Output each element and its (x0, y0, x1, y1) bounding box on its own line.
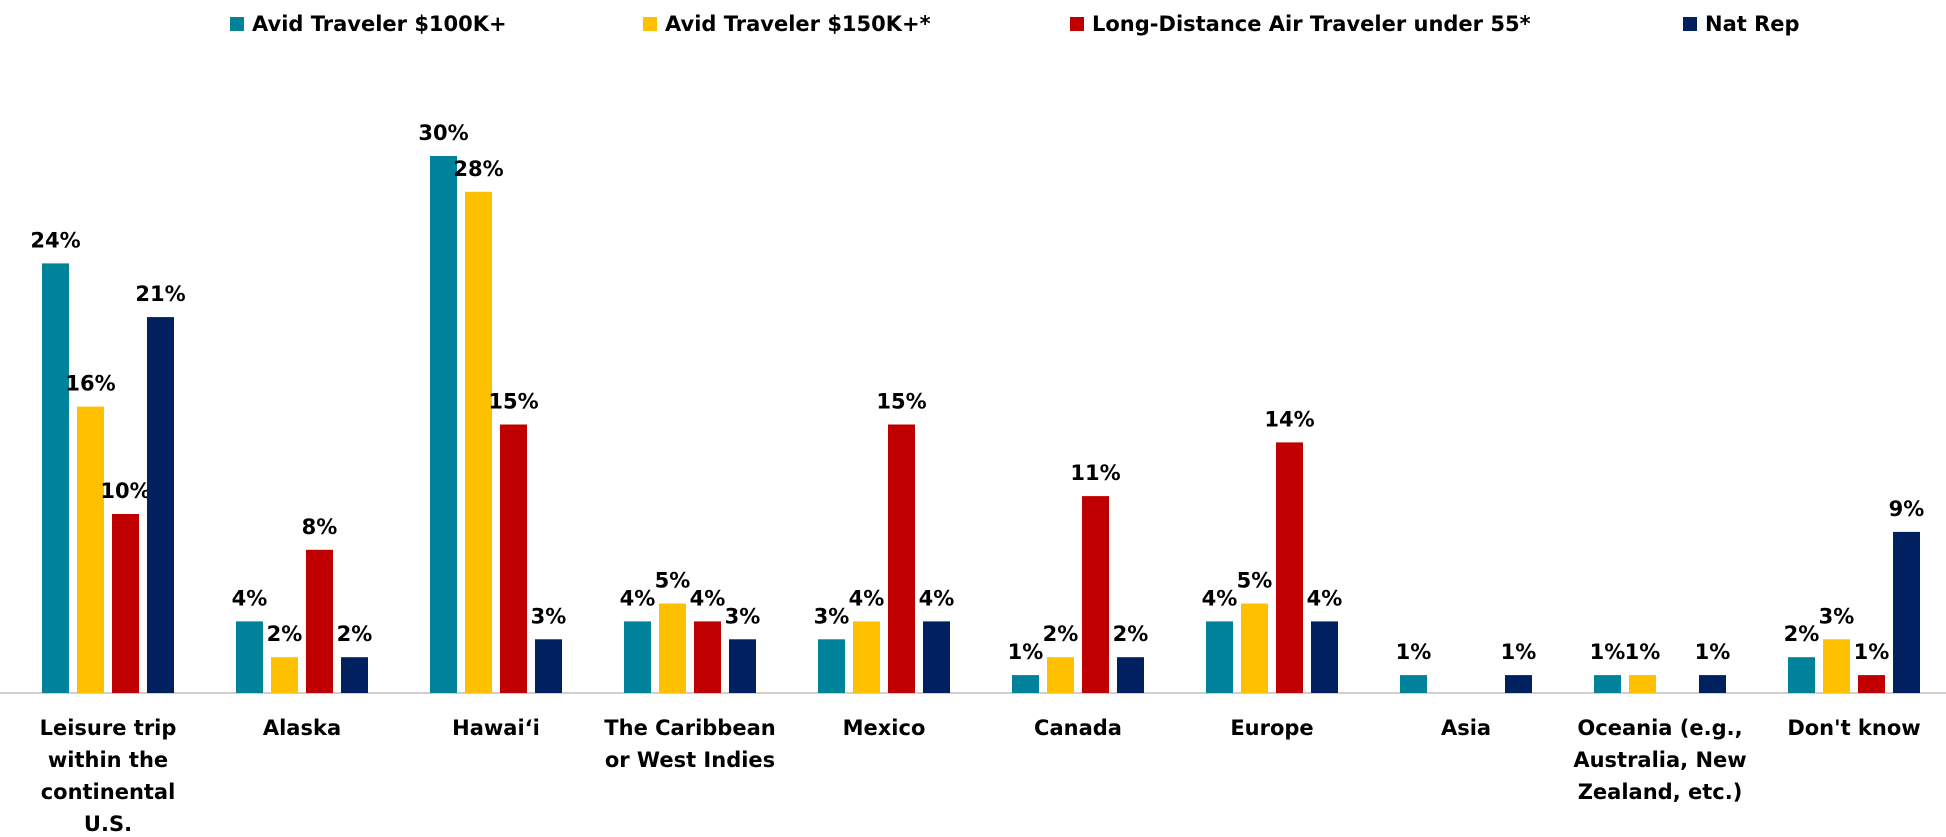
bar (1699, 675, 1726, 693)
legend-swatch (1070, 17, 1084, 31)
data-label: 1% (1625, 640, 1661, 664)
data-label: 2% (337, 622, 373, 646)
bar (306, 549, 333, 693)
data-label: 10% (100, 479, 150, 503)
data-label: 5% (655, 569, 691, 593)
bar (271, 657, 298, 693)
bar (500, 424, 527, 693)
bar (729, 639, 756, 693)
bar (236, 621, 263, 693)
bar (923, 621, 950, 693)
data-label: 28% (453, 157, 503, 181)
x-tick-label: Oceania (e.g., Australia, New Zealand, e… (1573, 716, 1747, 804)
x-tick-label: Don't know (1787, 716, 1921, 740)
bar (112, 514, 139, 693)
bar (1241, 603, 1268, 693)
bar (1311, 621, 1338, 693)
data-label: 4% (620, 586, 656, 610)
x-tick-label: Canada (1034, 716, 1122, 740)
bar (1047, 657, 1074, 693)
data-label: 14% (1264, 407, 1314, 431)
data-label: 4% (690, 586, 726, 610)
data-label: 11% (1070, 461, 1120, 485)
legend-swatch (643, 17, 657, 31)
data-label: 30% (418, 121, 468, 145)
data-label: 1% (1008, 640, 1044, 664)
data-label: 3% (1819, 604, 1855, 628)
x-tick-label: Europe (1230, 716, 1314, 740)
data-label: 2% (1043, 622, 1079, 646)
bar (1082, 496, 1109, 693)
data-label: 15% (876, 390, 926, 414)
data-label: 3% (725, 604, 761, 628)
bar (465, 191, 492, 694)
x-tick-label: Hawai‘i (452, 716, 540, 740)
x-tick-label: Asia (1440, 716, 1492, 740)
data-label: 4% (919, 586, 955, 610)
data-label: 2% (1784, 622, 1820, 646)
data-label: 1% (1854, 640, 1890, 664)
data-label: 5% (1237, 569, 1273, 593)
data-label: 4% (849, 586, 885, 610)
bar (1400, 675, 1427, 693)
legend-swatch (230, 17, 244, 31)
data-label: 8% (302, 515, 338, 539)
x-tick-label: Mexico (842, 716, 926, 740)
bar (659, 603, 686, 693)
bar (624, 621, 651, 693)
bar (1012, 675, 1039, 693)
data-label: 1% (1396, 640, 1432, 664)
legend-label: Nat Rep (1705, 12, 1800, 36)
data-label: 21% (135, 282, 185, 306)
data-label: 24% (30, 228, 80, 252)
bar (1629, 675, 1656, 693)
legend-label: Avid Traveler $100K+ (252, 12, 507, 36)
data-label: 2% (267, 622, 303, 646)
bar (1893, 531, 1920, 693)
bar (42, 263, 69, 693)
data-label: 1% (1590, 640, 1626, 664)
legend-label: Avid Traveler $150K+* (665, 12, 931, 36)
bar (853, 621, 880, 693)
bar (430, 156, 457, 693)
data-label: 16% (65, 372, 115, 396)
data-label: 9% (1889, 497, 1925, 521)
bar (535, 639, 562, 693)
bar (1505, 675, 1532, 693)
data-label: 3% (531, 604, 567, 628)
bar (1206, 621, 1233, 693)
x-tick-label: The Caribbean or West Indies (604, 716, 776, 772)
bar (147, 317, 174, 693)
bar (888, 424, 915, 693)
data-label: 4% (1307, 586, 1343, 610)
bar (341, 657, 368, 693)
data-label: 2% (1113, 622, 1149, 646)
data-label: 15% (488, 390, 538, 414)
data-label: 4% (232, 586, 268, 610)
legend-swatch (1683, 17, 1697, 31)
bar (1858, 675, 1885, 693)
bar (1594, 675, 1621, 693)
data-label: 4% (1202, 586, 1238, 610)
bar (1117, 657, 1144, 693)
data-label: 3% (814, 604, 850, 628)
bar (1823, 639, 1850, 693)
data-label: 1% (1501, 640, 1537, 664)
bar (77, 406, 104, 693)
bar (694, 621, 721, 693)
bar (1788, 657, 1815, 693)
bar (1276, 442, 1303, 693)
x-tick-label: Leisure trip within the continental U.S. (39, 716, 177, 836)
bar (818, 639, 845, 693)
x-tick-label: Alaska (262, 716, 342, 740)
data-label: 1% (1695, 640, 1731, 664)
legend-label: Long-Distance Air Traveler under 55* (1092, 12, 1531, 36)
